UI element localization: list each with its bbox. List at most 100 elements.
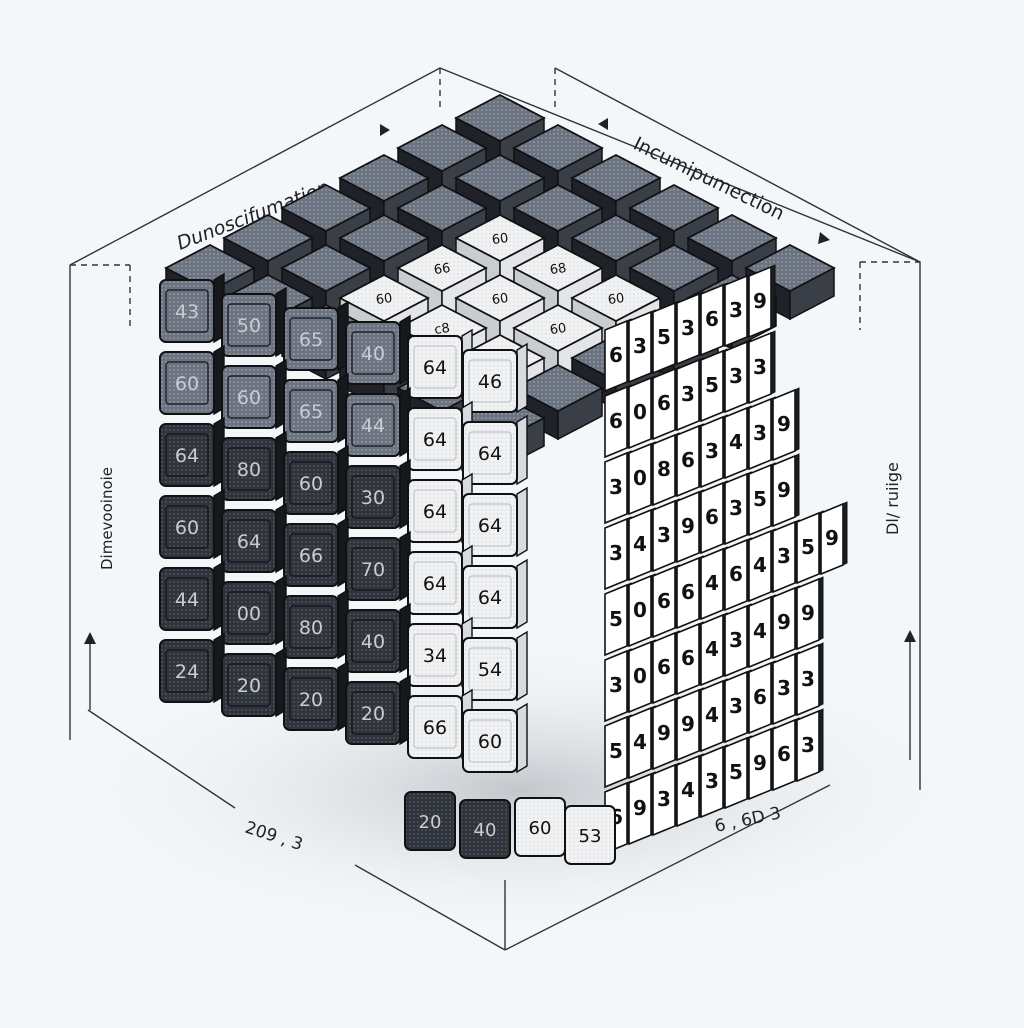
- right-slat: 4: [676, 753, 704, 828]
- front-cube: 65: [283, 372, 349, 444]
- right-slat-digit: 6: [657, 391, 671, 415]
- right-slat: 6: [676, 555, 704, 630]
- front-cube: 64: [221, 502, 287, 574]
- right-slat: 4: [700, 612, 728, 687]
- front-cube-label: 40: [361, 631, 385, 653]
- right-slat-digit: 3: [753, 421, 767, 445]
- right-slat-digit: 9: [801, 601, 815, 625]
- front-cube-label: 70: [361, 559, 385, 581]
- bottom-step-label: 40: [474, 820, 497, 841]
- front-cube: 64: [407, 328, 473, 400]
- front-cube-label: 80: [237, 459, 261, 481]
- right-slat: 3: [724, 273, 752, 348]
- right-slat-digit: 9: [633, 796, 647, 820]
- front-cube: 65: [283, 300, 349, 372]
- front-cube-label: 30: [361, 487, 385, 509]
- right-slat: 6: [652, 366, 680, 441]
- right-slat-digit: 6: [609, 343, 623, 367]
- right-slat-digit: 3: [777, 544, 791, 568]
- bottom-step-label: 20: [419, 812, 442, 833]
- right-slat-digit: 4: [705, 703, 719, 727]
- top-block: 68: [512, 243, 604, 321]
- right-slat: 3: [748, 330, 776, 405]
- right-slat-digit: 3: [729, 298, 743, 322]
- right-slat: 3: [652, 498, 680, 573]
- right-slat-digit: 8: [657, 457, 671, 481]
- right-slat-digit: 3: [633, 334, 647, 358]
- right-slat: 3: [676, 291, 704, 366]
- right-slat: 9: [748, 726, 776, 801]
- right-slat: 3: [604, 516, 632, 591]
- right-slat-digit: 5: [753, 487, 767, 511]
- right-slat: 0: [628, 639, 656, 714]
- right-slat-digit: 6: [777, 742, 791, 766]
- right-slat: 4: [748, 528, 776, 603]
- right-slat: 3: [604, 648, 632, 723]
- top-block-label: 68: [549, 261, 567, 278]
- front-cube-label: 65: [299, 401, 323, 423]
- right-slat-digit: 5: [657, 325, 671, 349]
- right-slat-digit: 6: [681, 448, 695, 472]
- right-slat: 9: [628, 771, 656, 846]
- bottom-step-cube: 60: [514, 797, 566, 857]
- label-left-side: Dimevooinoie: [98, 467, 116, 570]
- front-cube-label: 65: [299, 329, 323, 351]
- right-slat-digit: 0: [633, 664, 647, 688]
- front-cube-label: 60: [299, 473, 323, 495]
- front-cube-label: 64: [423, 357, 447, 379]
- right-slat: 6: [604, 384, 632, 459]
- right-slat: 9: [676, 489, 704, 564]
- front-cube: 40: [345, 314, 411, 386]
- front-cube-label: 40: [361, 343, 385, 365]
- right-slat-digit: 3: [729, 364, 743, 388]
- right-slat-digit: 3: [729, 628, 743, 652]
- right-slat: 6: [676, 423, 704, 498]
- right-slat-digit: 6: [705, 505, 719, 529]
- right-slat: 4: [724, 405, 752, 480]
- right-slat: 3: [652, 762, 680, 837]
- front-cube-label: 66: [299, 545, 323, 567]
- right-slat-digit: 6: [681, 646, 695, 670]
- right-slat-digit: 6: [705, 307, 719, 331]
- right-slat-digit: 9: [777, 610, 791, 634]
- top-block-label: 66: [433, 261, 451, 278]
- right-slat: 5: [724, 735, 752, 810]
- right-slat: 6: [676, 621, 704, 696]
- right-slat-digit: 3: [777, 676, 791, 700]
- right-slat-digit: 3: [681, 382, 695, 406]
- label-right-side: Dl/ ruiige: [883, 462, 902, 535]
- right-slat: 9: [772, 453, 800, 528]
- bottom-step-cube: 20: [404, 791, 456, 851]
- front-cube-label: 34: [423, 645, 447, 667]
- front-cube-label: 64: [423, 573, 447, 595]
- right-slat-digit: 4: [633, 730, 647, 754]
- right-slat-digit: 3: [801, 667, 815, 691]
- front-cube-label: 20: [361, 703, 385, 725]
- front-cube-label: 60: [175, 517, 199, 539]
- top-block-label: c8: [434, 321, 451, 338]
- front-cube-label: 20: [299, 689, 323, 711]
- front-cube: 60: [159, 488, 225, 560]
- right-slat-digit: 9: [777, 412, 791, 436]
- right-slat: 5: [604, 582, 632, 657]
- right-slat: 5: [652, 300, 680, 375]
- right-slat-digit: 4: [681, 778, 695, 802]
- right-slat-digit: 9: [681, 514, 695, 538]
- front-cube-label: 54: [478, 659, 502, 681]
- right-slat-digit: 0: [633, 400, 647, 424]
- bottom-step-cube: 53: [564, 805, 616, 865]
- right-slat: 3: [700, 414, 728, 489]
- front-cube-label: 80: [299, 617, 323, 639]
- front-cube: 20: [283, 660, 349, 732]
- right-slat-digit: 6: [609, 409, 623, 433]
- right-slat: 4: [628, 705, 656, 780]
- front-cube: 66: [283, 516, 349, 588]
- right-slat: 9: [772, 585, 800, 660]
- right-slat: 6: [724, 537, 752, 612]
- front-cube-label: 20: [237, 675, 261, 697]
- right-slat: 6: [748, 660, 776, 735]
- right-slat-digit: 5: [729, 760, 743, 784]
- top-block-label: 60: [375, 291, 393, 308]
